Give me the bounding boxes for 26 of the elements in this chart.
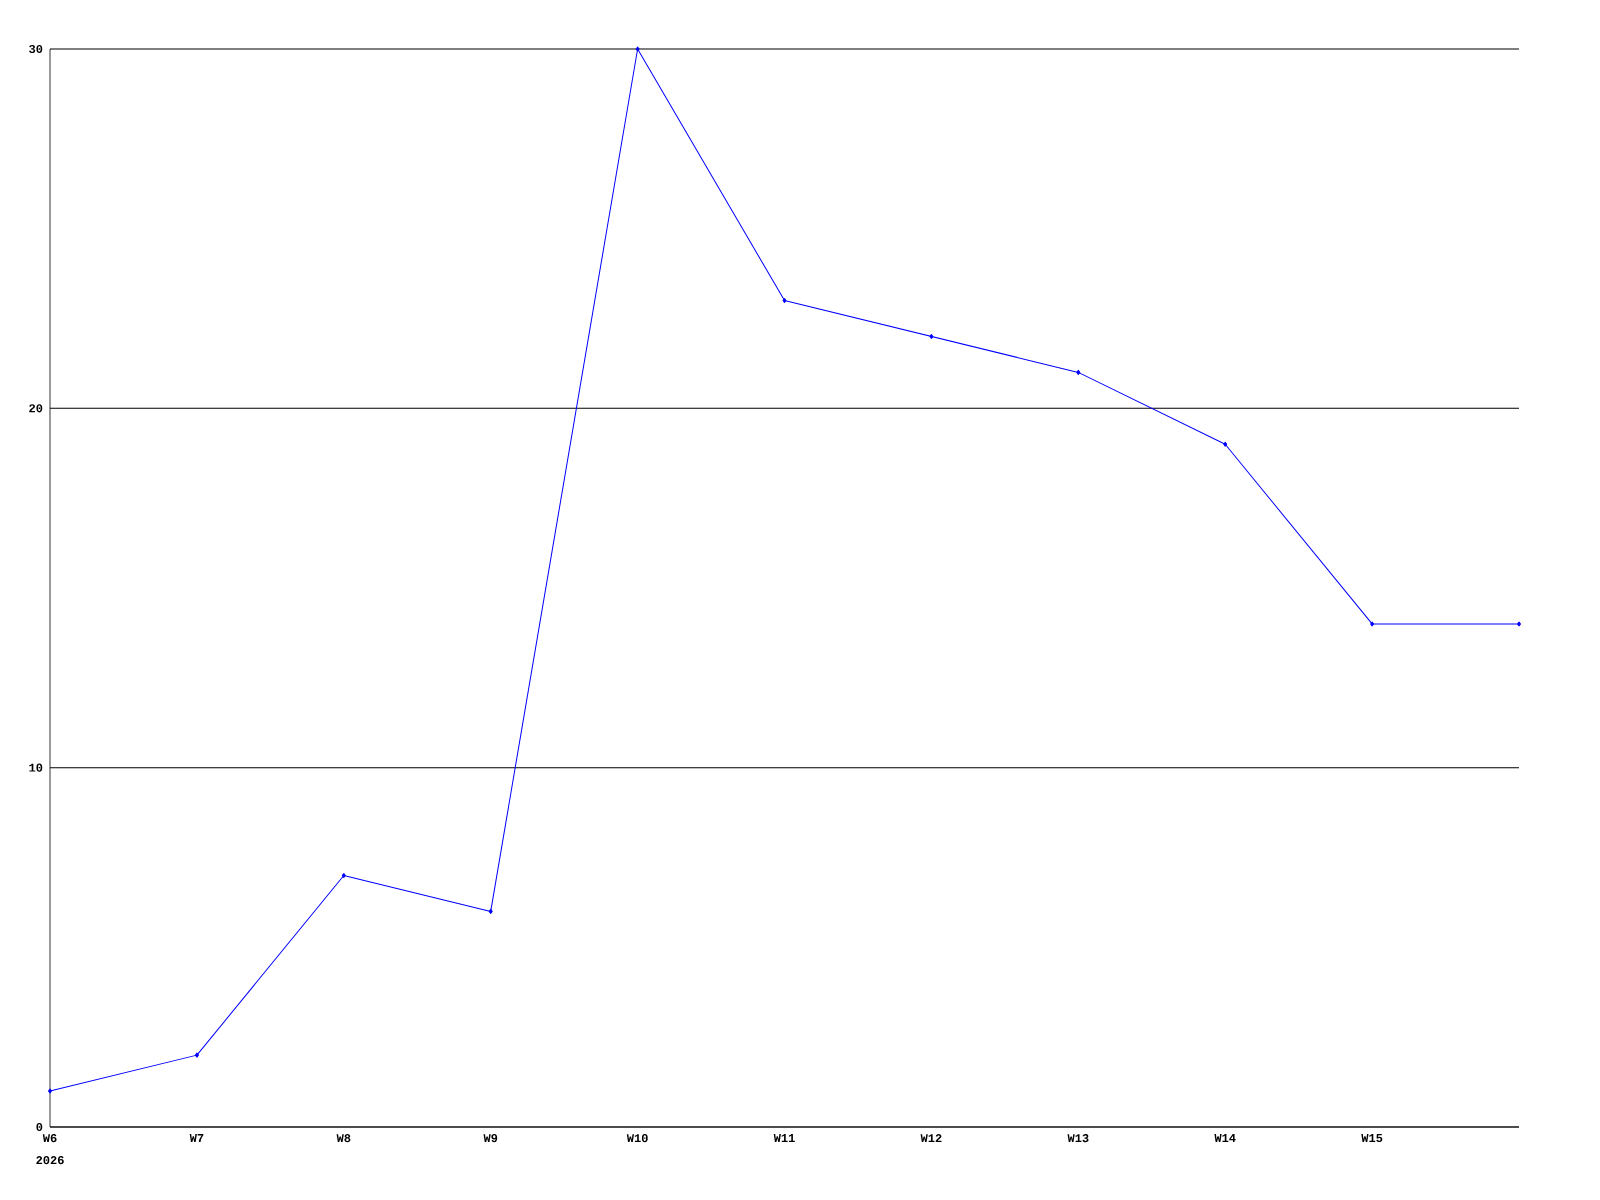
x-tick-label: W8 (336, 1134, 351, 1143)
point (194, 1052, 199, 1058)
x-tick-label: W13 (1067, 1134, 1089, 1143)
y-tick-label: 30 (29, 44, 43, 54)
point (782, 298, 787, 304)
point (341, 872, 346, 878)
x-tick-label: W12 (920, 1134, 942, 1143)
text: 2026 (36, 1156, 64, 1165)
x-tick-label: W14 (1214, 1134, 1236, 1142)
x-tick-label: W15 (1361, 1134, 1383, 1143)
x-tick-label: W7 (189, 1134, 204, 1142)
point (1370, 621, 1375, 627)
point (1517, 621, 1522, 627)
y-tick-label: 0 (36, 1122, 43, 1132)
point (929, 333, 934, 339)
y-tick-label: 20 (29, 404, 43, 413)
x-tick-label: W11 (773, 1134, 795, 1142)
point (1223, 441, 1228, 447)
point (48, 1088, 52, 1094)
x-tick-label: W9 (483, 1134, 498, 1143)
x-tick-label: W10 (626, 1134, 648, 1143)
point (1076, 369, 1081, 375)
point (635, 46, 640, 52)
y-tick-label: 10 (29, 763, 43, 772)
x-tick-label: W6 (42, 1134, 57, 1143)
point (488, 908, 493, 914)
